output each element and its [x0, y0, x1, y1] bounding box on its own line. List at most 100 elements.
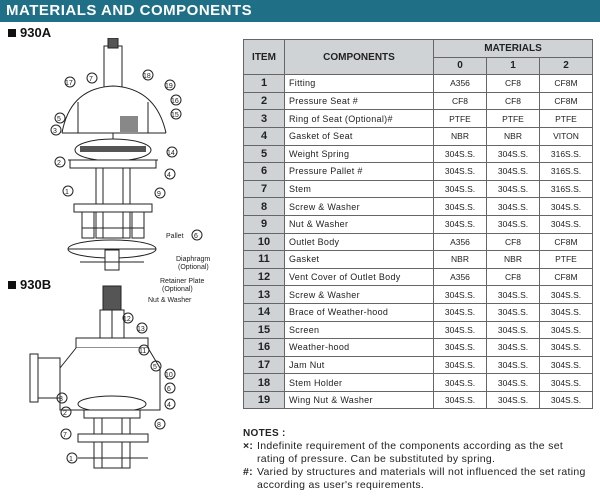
material-1-cell: CF8: [486, 232, 540, 252]
material-0-cell: 304S.S.: [433, 162, 487, 181]
component-cell: Screw & Washer: [284, 285, 434, 304]
material-2-cell: 304S.S.: [539, 302, 593, 322]
material-0-cell: 304S.S.: [433, 390, 487, 410]
component-cell: Outlet Body: [284, 232, 434, 252]
component-cell: Fitting: [284, 74, 434, 93]
table-row: 14 Brace of Weather-hood 304S.S. 304S.S. 304…: [243, 302, 593, 322]
callout-diaphragm: Diaphragm: [176, 256, 210, 263]
material-2-cell: 316S.S.: [539, 179, 593, 199]
material-0-cell: A356: [433, 267, 487, 287]
component-cell: Stem Holder: [284, 373, 434, 392]
material-2-cell: VITON: [539, 126, 593, 146]
material-1-cell: NBR: [486, 126, 540, 146]
component-cell: Ring of Seat (Optional)#: [284, 109, 434, 128]
item-cell: 2: [243, 91, 285, 111]
table-row: 17 Jam Nut 304S.S. 304S.S. 304S.S.: [243, 355, 593, 375]
callout-retainer-sub: (Optional): [162, 286, 193, 293]
material-2-cell: PTFE: [539, 109, 593, 128]
svg-text:6: 6: [167, 386, 171, 393]
material-0-cell: 304S.S.: [433, 179, 487, 199]
table-row: 2 Pressure Seat # CF8 CF8 CF8M: [243, 91, 593, 111]
material-1-cell: CF8: [486, 267, 540, 287]
svg-text:7: 7: [63, 432, 67, 439]
item-cell: 16: [243, 338, 285, 357]
component-cell: Pressure Seat #: [284, 91, 434, 111]
note-item: #: Varied by structures and materials wil…: [243, 466, 586, 491]
material-1-cell: CF8: [486, 91, 540, 111]
table-row: 3 Ring of Seat (Optional)# PTFE PTFE PTFE: [243, 109, 593, 128]
material-2-cell: CF8M: [539, 91, 593, 111]
material-1-cell: NBR: [486, 250, 540, 269]
item-cell: 1: [243, 74, 285, 93]
material-0-cell: 304S.S.: [433, 214, 487, 234]
table-row: 15 Screen 304S.S. 304S.S. 304S.S.: [243, 320, 593, 340]
component-cell: Wing Nut & Washer: [284, 390, 434, 410]
material-1-cell: 304S.S.: [486, 162, 540, 181]
valve-930b-drawing: [29, 285, 161, 469]
table-row: 6 Pressure Pallet #304S.S. 304S.S. 316S.S.: [243, 162, 593, 181]
callout-pallet: Pallet: [166, 233, 184, 240]
svg-text:5: 5: [153, 364, 157, 371]
component-cell: Stem: [284, 179, 434, 199]
table-row: 12 Vent Cover of Outlet Body A356 CF8 CF8M: [243, 267, 593, 287]
component-cell: Jam Nut: [284, 355, 434, 375]
component-cell: Weather-hood: [284, 338, 434, 357]
callout-retainer: Retainer Plate: [160, 278, 204, 285]
svg-text:13: 13: [137, 326, 145, 333]
svg-text:1: 1: [69, 456, 73, 463]
notes-section: NOTES : ×: Indefinite requirement of the …: [243, 427, 593, 492]
component-cell: Gasket: [284, 250, 434, 269]
note-item: ×: Indefinite requirement of the componen…: [243, 440, 564, 465]
component-cell: Pressure Pallet #: [284, 162, 434, 181]
header-material-2: 2: [539, 56, 593, 76]
item-cell: 5: [243, 144, 285, 164]
svg-text:4: 4: [167, 402, 171, 409]
callout-nut-washer: Nut & Washer: [148, 297, 192, 304]
svg-text:6: 6: [194, 233, 198, 240]
item-cell: 9: [243, 214, 285, 234]
svg-text:8: 8: [157, 422, 161, 429]
item-cell: 14: [243, 302, 285, 322]
material-0-cell: CF8: [433, 91, 487, 111]
material-0-cell: A356: [433, 74, 487, 93]
material-2-cell: 304S.S.: [539, 338, 593, 357]
table-row: 11 Gasket NBR NBR PTFE: [243, 250, 593, 269]
svg-text:14: 14: [167, 150, 175, 157]
svg-text:2: 2: [63, 410, 67, 417]
svg-text:10: 10: [165, 372, 173, 379]
svg-text:15: 15: [171, 112, 179, 119]
material-1-cell: 304S.S.: [486, 320, 540, 340]
svg-text:11: 11: [139, 348, 146, 355]
model-930a-label: 930A: [8, 25, 51, 40]
material-1-cell: 304S.S.: [486, 214, 540, 234]
material-2-cell: CF8M: [539, 74, 593, 93]
table-row: 13 Screw & Washer 304S.S. 304S.S. 304S.S.: [243, 285, 593, 304]
component-cell: Weight Spring: [284, 144, 434, 164]
table-row: 9 Nut & Washer 304S.S. 304S.S. 304S.S.: [243, 214, 593, 234]
page-title: MATERIALS AND COMPONENTS: [0, 0, 600, 22]
material-2-cell: 304S.S.: [539, 285, 593, 304]
item-cell: 10: [243, 232, 285, 252]
component-cell: Screen: [284, 320, 434, 340]
material-1-cell: 304S.S.: [486, 302, 540, 322]
header-item: ITEM: [243, 38, 285, 76]
material-1-cell: 304S.S.: [486, 144, 540, 164]
component-cell: Vent Cover of Outlet Body: [284, 267, 434, 287]
material-2-cell: 304S.S.: [539, 355, 593, 375]
material-1-cell: 304S.S.: [486, 355, 540, 375]
svg-text:1: 1: [65, 189, 69, 196]
model-930b-label: 930B: [8, 277, 51, 292]
svg-text:18: 18: [143, 73, 151, 80]
table-row: 16 Weather-hood 304S.S. 304S.S. 304S.S.: [243, 338, 593, 357]
header-material-0: 0: [433, 56, 487, 76]
svg-text:19: 19: [165, 83, 173, 90]
material-2-cell: 304S.S.: [539, 320, 593, 340]
material-1-cell: 304S.S.: [486, 285, 540, 304]
material-0-cell: 304S.S.: [433, 285, 487, 304]
material-0-cell: 304S.S.: [433, 144, 487, 164]
material-0-cell: PTFE: [433, 109, 487, 128]
table-row: 4 Gasket of Seat NBR NBR VITON: [243, 126, 593, 146]
svg-text:5: 5: [57, 116, 61, 123]
material-2-cell: 316S.S.: [539, 144, 593, 164]
material-0-cell: NBR: [433, 126, 487, 146]
